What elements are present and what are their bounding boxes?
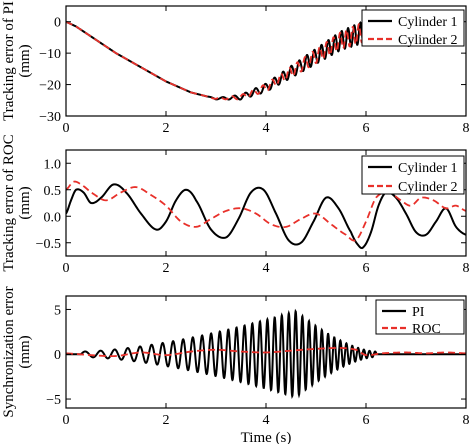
legend-label: Cylinder 2 [398,180,458,195]
y-axis-unit: (mm) [17,186,33,219]
y-axis-label: Synchronization error [1,286,17,417]
series-line-cylinder-1 [66,183,466,250]
x-tick-label: 6 [363,121,370,136]
legend-label: Cylinder 2 [398,33,458,48]
series-line-pi [66,308,466,400]
legend: Cylinder 1 Cylinder 2 [361,155,465,195]
series-line-cylinder-2 [66,180,466,242]
x-tick-label: 0 [63,261,70,276]
legend: Cylinder 1 Cylinder 2 [361,9,465,48]
x-tick-label: 6 [363,261,370,276]
y-tick-label: 0 [54,348,61,363]
series-line-roc [66,347,466,358]
x-tick-label: 2 [163,121,170,136]
legend: PI ROC [375,299,465,337]
x-tick-label: 8 [463,413,470,428]
series-line-cylinder-2 [66,20,367,101]
y-tick-label: 0 [54,16,61,31]
panel-1: 0 2 4 6 8 0 −10 −20 −30 Tracking error of PI (mm) C… [1,1,470,136]
x-tick-label: 8 [463,261,470,276]
legend-box [375,299,465,335]
x-tick-label: 4 [263,413,270,428]
x-tick-label: 4 [263,261,270,276]
y-tick-label: −0.5 [36,237,61,252]
legend-label: Cylinder 1 [398,15,458,30]
y-tick-label: −5 [46,393,61,408]
y-axis-unit: (mm) [17,44,33,77]
y-axis-label: Tracking error of ROC [1,134,17,271]
x-tick-label: 0 [63,121,70,136]
x-tick-label: 0 [63,413,70,428]
x-tick-label: 6 [363,413,370,428]
y-tick-label: 0.5 [44,184,62,199]
panel-2: 0 2 4 6 8 1.0 0.5 0.0 −0.5 Tracking error of ROC(… [1,134,470,276]
x-tick-label: 8 [463,121,470,136]
x-tick-label: 2 [163,261,170,276]
x-axis-label: Time (s) [241,430,292,444]
x-tick-label: 4 [263,121,270,136]
y-tick-label: −10 [39,47,61,62]
y-tick-label: 5 [54,303,61,318]
legend-label: PI [412,305,425,320]
y-tick-label: −20 [39,79,61,94]
y-axis-unit: (mm) [17,335,33,368]
y-tick-label: 0.0 [44,210,62,225]
y-tick-label: −30 [39,110,61,125]
series-line-cylinder-1 [66,20,367,101]
x-tick-label: 2 [163,413,170,428]
legend-label: Cylinder 1 [398,161,458,176]
legend-label: ROC [412,322,441,337]
y-tick-label: 1.0 [44,157,62,172]
legend-box [361,155,465,195]
y-axis-label: Tracking error of PI [1,1,17,121]
